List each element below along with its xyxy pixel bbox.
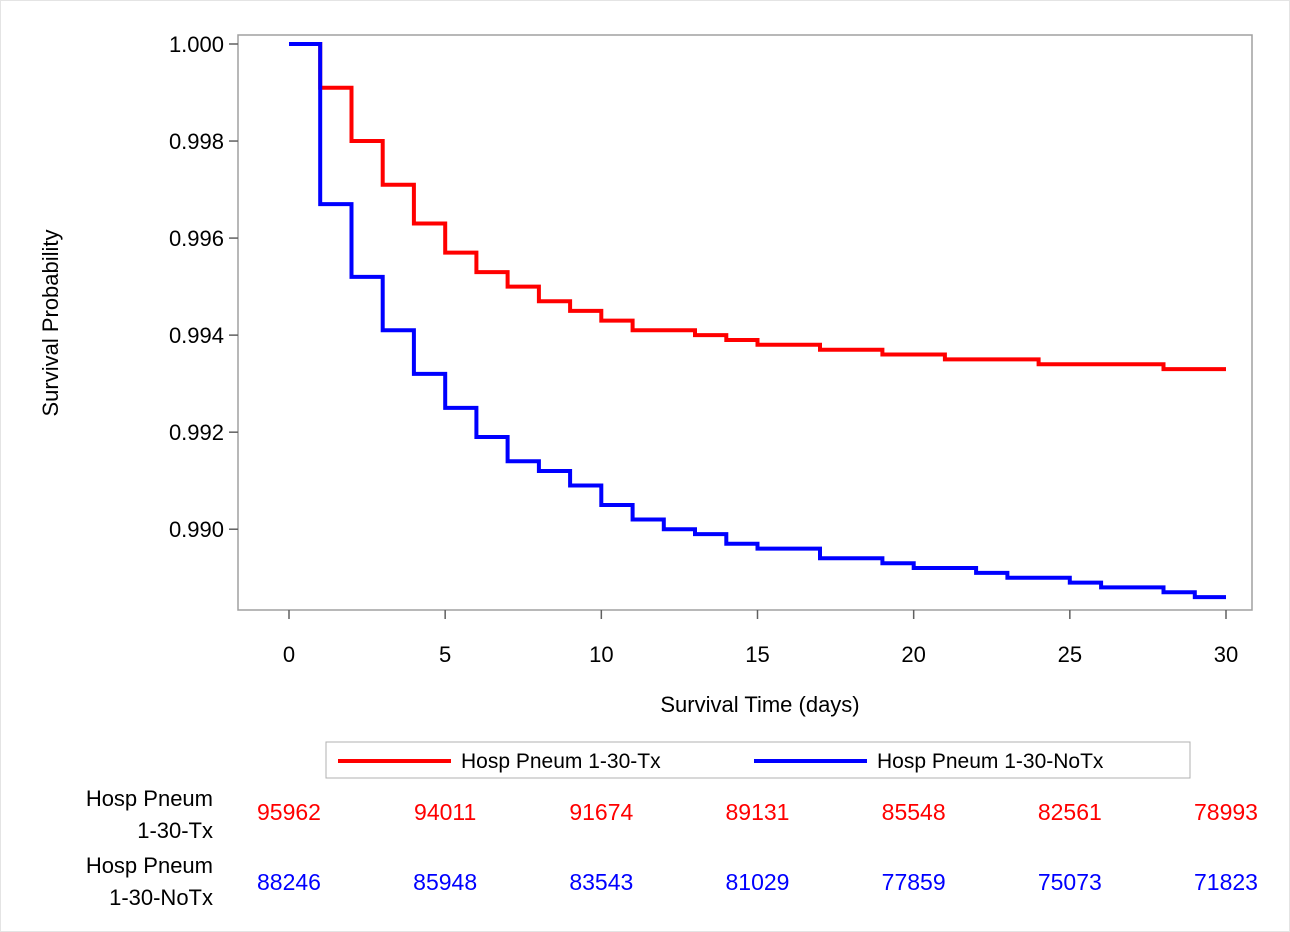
risk-value: 85948 (413, 869, 477, 895)
risk-value: 77859 (882, 869, 946, 895)
legend: Hosp Pneum 1-30-Tx Hosp Pneum 1-30-NoTx (325, 741, 1191, 779)
risk-value: 91674 (569, 799, 633, 825)
risk-value: 71823 (1194, 869, 1258, 895)
risk-row-label-notx-line1: Hosp Pneum (86, 853, 213, 878)
series-layer (289, 42, 1226, 600)
y-tick-label: 0.992 (169, 420, 224, 445)
risk-row-label-tx-line1: Hosp Pneum (86, 786, 213, 811)
y-tick-label: 1.000 (169, 32, 224, 57)
y-axis-label: Survival Probability (38, 229, 63, 416)
risk-value: 81029 (726, 869, 790, 895)
x-tick-label: 30 (1214, 642, 1238, 667)
risk-row-label-tx-line2: 1-30-Tx (137, 818, 213, 843)
x-axis: 0 5 10 15 20 25 30 (283, 610, 1238, 667)
risk-table: Hosp Pneum 1-30-Tx Hosp Pneum 1-30-NoTx … (86, 786, 1258, 910)
x-tick-label: 15 (745, 642, 769, 667)
risk-value: 78993 (1194, 799, 1258, 825)
y-axis: 0.990 0.992 0.994 0.996 0.998 1.000 (169, 32, 238, 542)
x-tick-label: 25 (1058, 642, 1082, 667)
legend-label-tx: Hosp Pneum 1-30-Tx (461, 750, 661, 773)
y-tick-label: 0.990 (169, 517, 224, 542)
x-tick-label: 5 (439, 642, 451, 667)
y-tick-label: 0.998 (169, 129, 224, 154)
series-line-tx (289, 42, 1226, 372)
risk-value: 75073 (1038, 869, 1102, 895)
y-tick-label: 0.996 (169, 226, 224, 251)
risk-value: 82561 (1038, 799, 1102, 825)
risk-value: 85548 (882, 799, 946, 825)
risk-row-label-notx-line2: 1-30-NoTx (109, 885, 213, 910)
risk-value: 89131 (726, 799, 790, 825)
plot-frame (237, 34, 1253, 611)
x-tick-label: 10 (589, 642, 613, 667)
x-tick-label: 20 (901, 642, 925, 667)
y-tick-label: 0.994 (169, 323, 224, 348)
risk-value: 83543 (569, 869, 633, 895)
risk-values: 95962 94011 91674 89131 85548 82561 78993 88246… (257, 799, 1258, 895)
risk-value: 95962 (257, 799, 321, 825)
series-line-notx (289, 42, 1226, 600)
risk-value: 88246 (257, 869, 321, 895)
x-axis-label: Survival Time (days) (660, 692, 859, 717)
legend-label-notx: Hosp Pneum 1-30-NoTx (877, 750, 1104, 773)
risk-value: 94011 (414, 799, 476, 825)
x-tick-label: 0 (283, 642, 295, 667)
